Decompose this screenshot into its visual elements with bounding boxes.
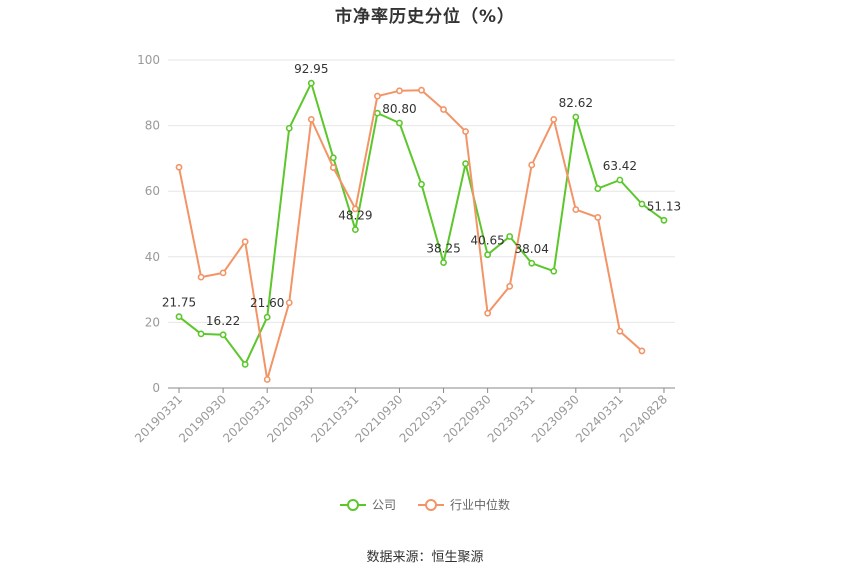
industry-median-data-point: [616, 327, 624, 335]
legend-company-marker-icon: [339, 498, 366, 511]
y-tick-label: 20: [145, 315, 160, 329]
data-label: 48.29: [338, 209, 372, 223]
legend-item-company[interactable]: 公司: [339, 496, 396, 513]
data-label: 82.62: [559, 96, 593, 110]
company-data-point: [528, 259, 536, 267]
data-label: 80.80: [382, 102, 416, 116]
industry-median-data-point: [175, 163, 183, 171]
y-tick-label: 80: [145, 119, 160, 133]
industry-median-data-point: [550, 115, 558, 123]
industry-median-data-point: [594, 214, 602, 221]
data-label: 38.25: [426, 242, 460, 256]
source-note: 数据来源：恒生聚源: [366, 550, 484, 565]
company-data-point: [197, 330, 205, 338]
company-data-point: [550, 267, 558, 275]
industry-median-data-point: [638, 347, 646, 355]
industry-median-data-point: [351, 205, 359, 213]
industry-median-data-point: [285, 299, 293, 307]
company-data-point: [484, 251, 492, 259]
company-data-point: [638, 200, 646, 208]
industry-median-data-point: [241, 238, 249, 246]
company-data-point: [351, 226, 359, 234]
company-data-point: [175, 313, 183, 321]
company-data-point: [307, 79, 315, 87]
x-tick-label: 20240828: [617, 392, 670, 445]
data-labels: 21.75 16.22 21.60 92.95 48.29 80.80 38.25 40.65…: [162, 62, 681, 328]
company-data-point: [572, 113, 580, 121]
industry-median-data-point: [572, 206, 580, 213]
data-label: 92.95: [294, 62, 328, 76]
data-label: 51.13: [647, 199, 681, 213]
industry-median-data-point: [396, 87, 403, 95]
company-data-point: [241, 360, 249, 368]
y-tick-label: 40: [145, 250, 160, 264]
industry-median-data-point: [440, 106, 447, 113]
y-tick-label: 100: [137, 53, 160, 67]
company-data-point: [396, 119, 403, 127]
industry-median-data-point: [219, 269, 227, 277]
data-label: 40.65: [470, 234, 504, 248]
legend-item-industry-median[interactable]: 行业中位数: [418, 496, 510, 513]
data-label: 16.22: [206, 314, 240, 328]
industry-median-data-point: [528, 161, 536, 169]
company-data-point: [594, 185, 602, 192]
industry-median-data-point: [263, 376, 271, 383]
industry-median-data-point: [307, 115, 315, 123]
industry-median-data-point: [484, 309, 492, 317]
company-data-point: [440, 259, 447, 266]
legend: 公司 行业中位数: [0, 496, 850, 513]
industry-median-data-point: [374, 92, 381, 100]
company-data-point: [660, 216, 668, 224]
company-data-point: [374, 109, 381, 117]
industry-median-data-point: [506, 282, 514, 290]
y-tick-label: 0: [152, 381, 160, 395]
chart-title: 市净率历史分位（%）: [334, 7, 516, 27]
legend-company-label: 公司: [371, 498, 396, 512]
industry-median-data-point: [462, 128, 469, 135]
data-label: 21.75: [162, 296, 196, 310]
company-data-point: [219, 331, 227, 339]
company-data-point: [616, 176, 624, 184]
data-label: 63.42: [603, 159, 637, 173]
y-tick-label: 60: [145, 184, 160, 198]
industry-median-data-point: [418, 86, 425, 94]
company-data-point: [329, 154, 337, 162]
series-lines: [175, 79, 668, 383]
company-data-point: [285, 124, 293, 132]
grid-lines: [168, 59, 675, 323]
industry-median-data-point: [197, 273, 205, 281]
legend-industry-marker-icon: [418, 498, 444, 511]
data-label: 21.60: [250, 296, 284, 310]
legend-industry-label: 行业中位数: [450, 498, 511, 512]
company-data-point: [506, 233, 514, 240]
industry-median-series-line: [178, 89, 643, 381]
company-data-point: [263, 313, 271, 321]
company-data-point: [462, 160, 469, 168]
data-label: 38.04: [515, 242, 549, 256]
industry-median-data-point: [329, 164, 337, 171]
company-data-point: [418, 180, 425, 188]
